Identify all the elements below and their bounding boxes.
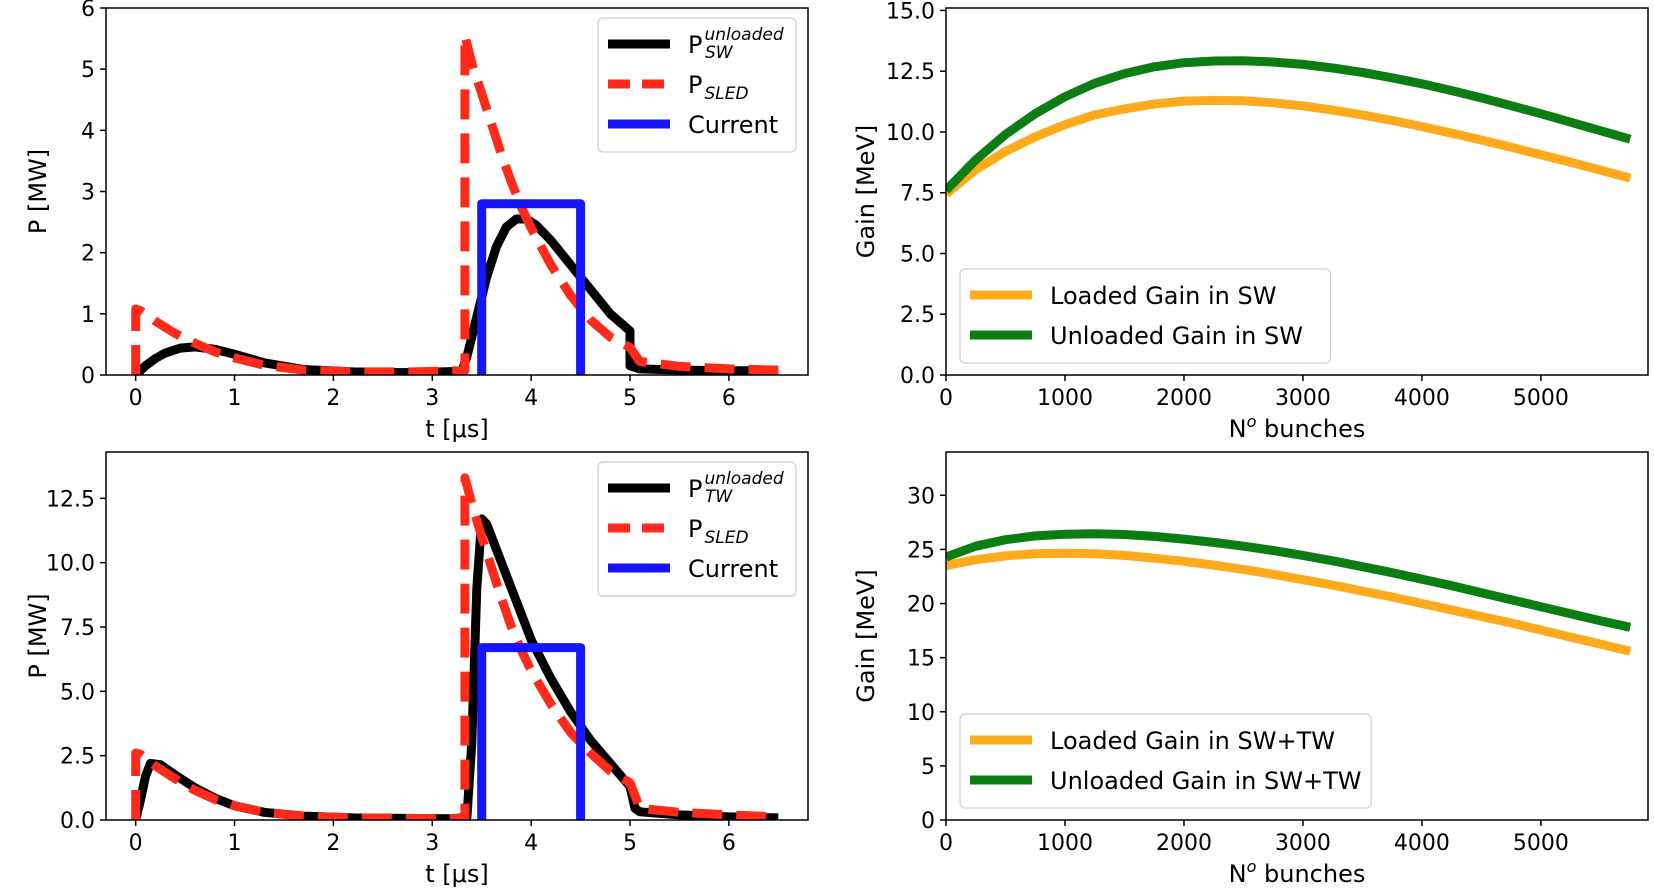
chart-bottom-left: 0 1 2 3 4 5 6 0.0 2.5 5.0 7.5 10.0 12.5 t [μs] P [MW] P… [24,451,809,888]
x-tick-label: 4 [524,386,538,411]
legend-label: Current [688,111,778,139]
plot-area [131,31,779,375]
axes-frame [945,7,1649,376]
y-tick-label: 2 [81,242,95,267]
y-tick-label: 10.0 [46,552,95,577]
y-tick-label: 5 [921,755,935,780]
legend-label: Current [688,555,778,583]
x-tick-label: 4 [524,831,538,856]
y-tick-label: 6 [81,0,95,22]
y-tick-label: 2.5 [900,303,935,328]
x-tick-label: 5000 [1513,831,1569,856]
y-tick-label: 5.0 [900,242,935,267]
plot-area [946,529,1632,656]
x-tick-label: 0 [939,386,953,411]
y-tick-label: 0 [81,364,95,389]
series-line-p-sled [131,31,779,375]
x-axis-label: No bunches [1229,857,1366,888]
series-line-p-tw-unloaded [131,514,779,820]
x-tick-label: 0 [129,386,143,411]
y-tick-label: 10 [907,701,935,726]
series-line-current [477,199,586,375]
x-tick-label: 4000 [1394,831,1450,856]
y-axis-label: P [MW] [24,593,52,678]
y-tick-label: 2.5 [60,745,95,770]
x-axis-label: No bunches [1229,412,1366,443]
x-axis-label: t [μs] [425,860,489,888]
y-tick-label: 0 [921,809,935,834]
x-tick-label: 5 [623,386,637,411]
y-axis-label: Gain [MeV] [852,125,880,258]
x-tick-label: 5 [623,831,637,856]
y-tick-label: 10.0 [886,121,935,146]
legend-label: P SLED [688,71,749,104]
x-tick-label: 2000 [1156,831,1212,856]
x-tick-label: 1 [228,386,242,411]
legend-box [959,268,1331,364]
series-line-loaded-gain-in-sw-tw [946,548,1632,656]
x-tick-label: 0 [939,831,953,856]
chart-top-left: 0 1 2 3 4 5 6 0 1 2 3 4 5 6 t [μs] P [MW] P unloaded SW P SL… [24,0,809,443]
y-tick-label: 30 [907,484,935,509]
x-tick-label: 2 [326,386,340,411]
legend-box [959,713,1372,809]
y-tick-label: 20 [907,593,935,618]
x-tick-label: 3000 [1275,831,1331,856]
legend-label: Loaded Gain in SW [1050,282,1277,310]
x-tick-label: 5000 [1513,386,1569,411]
y-tick-label: 0.0 [900,364,935,389]
x-tick-label: 3000 [1275,386,1331,411]
y-tick-label: 15 [907,647,935,672]
series-line-unloaded-gain-in-sw [946,56,1632,194]
y-tick-label: 7.5 [900,182,935,207]
series-line-p-sled [131,473,779,820]
legend-label: P SLED [688,515,749,548]
y-tick-label: 7.5 [60,616,95,641]
legend-label: Loaded Gain in SW+TW [1050,727,1335,755]
y-tick-label: 12.5 [886,60,935,85]
legend-box [597,461,797,597]
y-tick-label: 5 [81,58,95,83]
x-tick-label: 4000 [1394,386,1450,411]
x-axis-label: t [μs] [425,415,489,443]
y-tick-label: 15.0 [886,0,935,24]
series-line-unloaded-gain-in-sw-tw [946,529,1632,632]
x-tick-label: 6 [722,831,736,856]
y-tick-label: 3 [81,181,95,206]
axes-frame [945,451,1649,821]
series-line-p-sw-unloaded [132,214,779,375]
y-axis-label: Gain [MeV] [852,569,880,702]
legend-label: Unloaded Gain in SW [1050,322,1303,350]
y-axis-label: P [MW] [24,149,52,234]
x-tick-label: 3 [425,386,439,411]
legend-box [597,17,797,153]
plot-area [131,473,779,820]
series-line-current [477,643,586,820]
x-tick-label: 0 [129,831,143,856]
axes-frame [105,451,809,821]
x-tick-label: 1 [228,831,242,856]
x-tick-label: 6 [722,386,736,411]
y-tick-label: 0.0 [60,809,95,834]
series-line-loaded-gain-in-sw [946,95,1632,198]
x-tick-label: 1000 [1037,386,1093,411]
y-tick-label: 1 [81,303,95,328]
y-tick-label: 4 [81,119,95,144]
legend-label: Unloaded Gain in SW+TW [1050,767,1361,795]
x-tick-label: 1000 [1037,831,1093,856]
y-tick-label: 25 [907,538,935,563]
x-tick-label: 2 [326,831,340,856]
plot-area [946,56,1632,198]
y-tick-label: 5.0 [60,680,95,705]
x-tick-label: 3 [425,831,439,856]
chart-top-right: 0 1000 2000 3000 4000 5000 0.0 2.5 5.0 7.5 10.0 12.… [852,0,1649,443]
chart-bottom-right: 0 1000 2000 3000 4000 5000 0 5 10 15 20 25 30 No bunc… [852,451,1649,888]
y-tick-label: 12.5 [46,487,95,512]
x-tick-label: 2000 [1156,386,1212,411]
